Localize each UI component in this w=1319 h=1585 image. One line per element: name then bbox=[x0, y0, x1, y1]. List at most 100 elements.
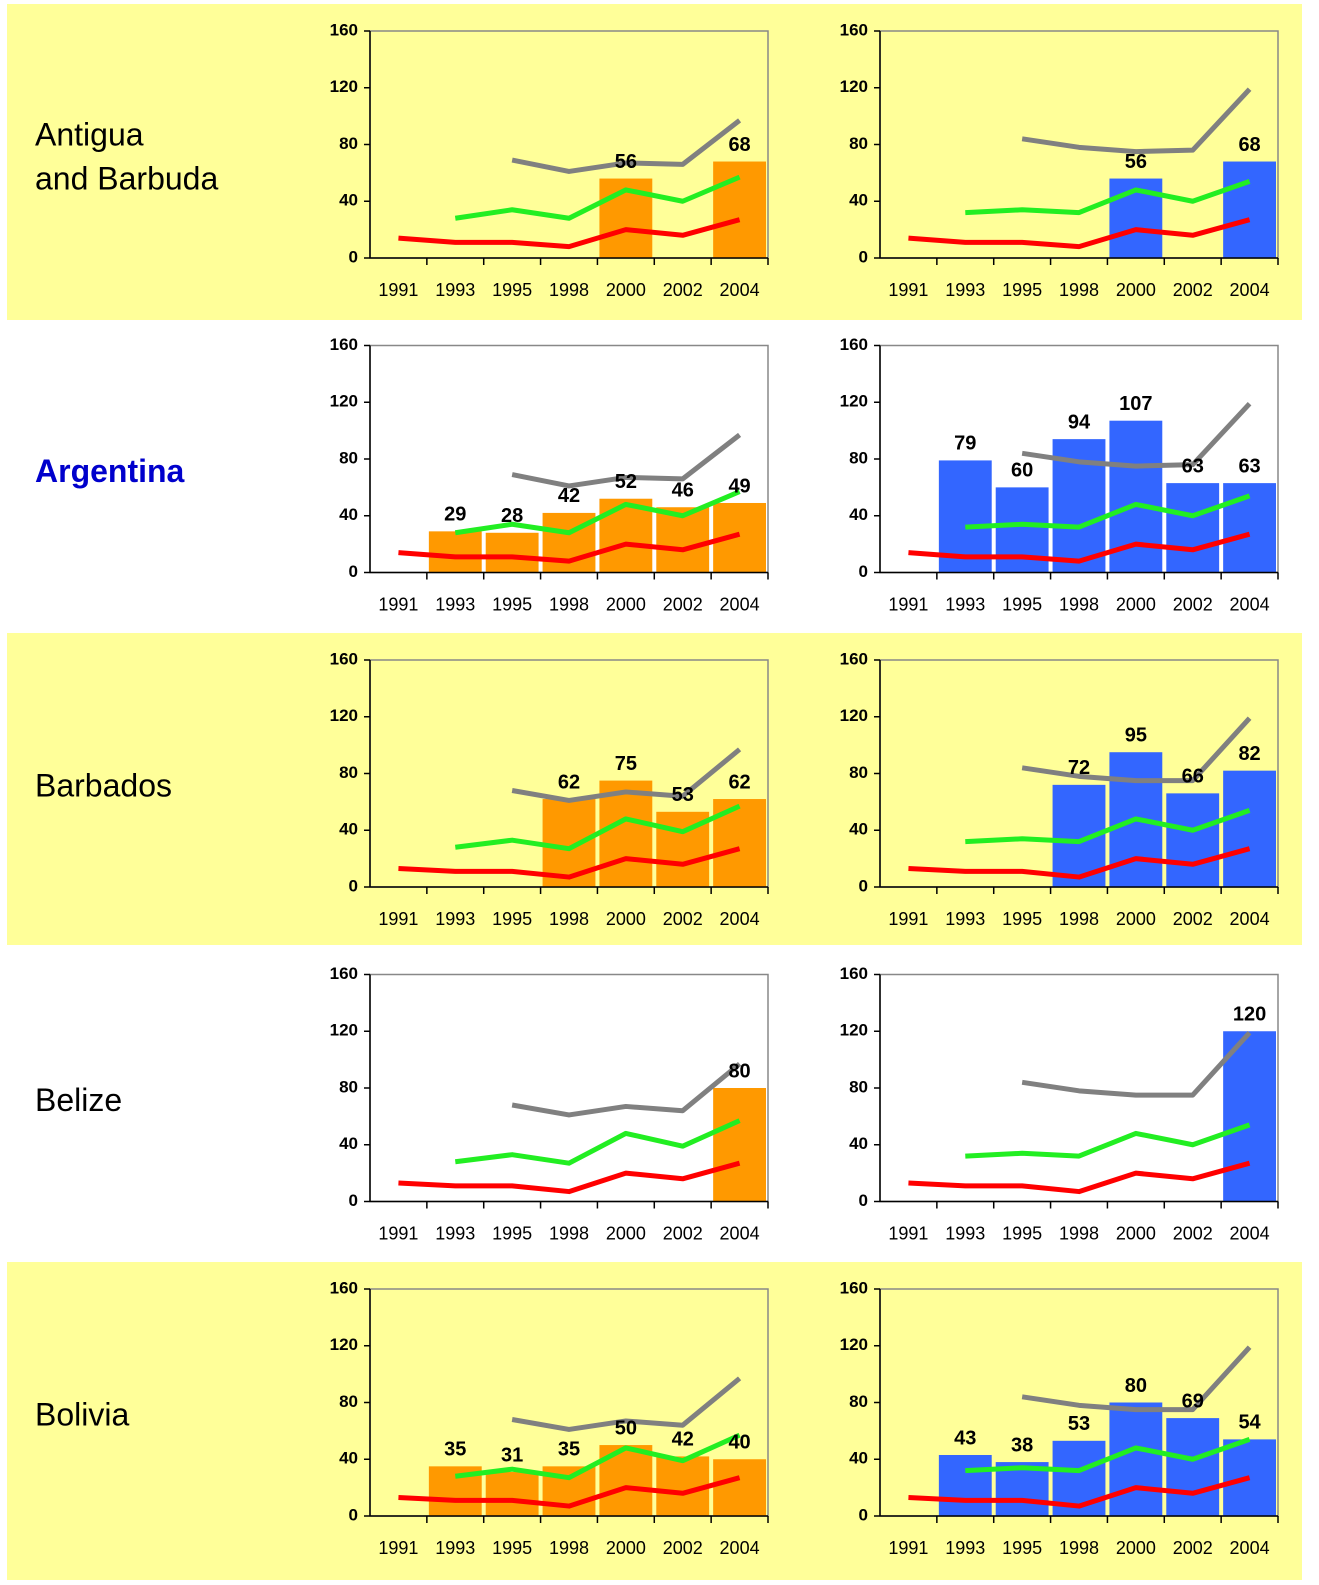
y-tick-label: 40 bbox=[339, 1449, 358, 1468]
x-tick-label: 1993 bbox=[945, 280, 985, 300]
bar bbox=[1223, 1031, 1276, 1202]
data-label: 63 bbox=[1238, 455, 1260, 477]
x-tick-label: 1993 bbox=[435, 280, 475, 300]
country-label: Antigua bbox=[35, 116, 144, 152]
x-tick-label: 2004 bbox=[1230, 1538, 1270, 1558]
x-tick-label: 1993 bbox=[945, 1223, 985, 1243]
y-tick-label: 120 bbox=[330, 706, 358, 725]
data-label: 68 bbox=[1238, 134, 1260, 156]
y-tick-label: 80 bbox=[339, 1077, 358, 1096]
x-tick-label: 1991 bbox=[378, 280, 418, 300]
y-tick-label: 120 bbox=[840, 1335, 868, 1354]
x-tick-label: 1998 bbox=[1059, 594, 1099, 614]
y-tick-label: 80 bbox=[849, 448, 868, 467]
data-label: 31 bbox=[501, 1444, 523, 1466]
y-tick-label: 0 bbox=[859, 562, 868, 581]
bar bbox=[713, 1459, 766, 1516]
y-tick-label: 120 bbox=[840, 392, 868, 411]
line-series bbox=[908, 846, 1251, 880]
y-tick-label: 120 bbox=[330, 1335, 358, 1354]
country-label: Bolivia bbox=[35, 1396, 129, 1432]
row-background bbox=[7, 633, 1302, 945]
x-tick-label: 2000 bbox=[1116, 1223, 1156, 1243]
country-label: Barbados bbox=[35, 767, 172, 803]
line-series bbox=[511, 747, 742, 803]
y-tick-label: 120 bbox=[330, 392, 358, 411]
bar bbox=[1166, 483, 1220, 573]
y-tick-label: 40 bbox=[849, 1134, 868, 1153]
x-tick-label: 1991 bbox=[888, 1223, 928, 1243]
x-tick-label: 2002 bbox=[1173, 909, 1213, 929]
y-tick-label: 40 bbox=[849, 1449, 868, 1468]
y-tick-label: 80 bbox=[849, 134, 868, 153]
data-label: 72 bbox=[1068, 757, 1090, 779]
y-tick-label: 80 bbox=[339, 1392, 358, 1411]
data-label: 53 bbox=[672, 784, 694, 806]
y-tick-label: 40 bbox=[339, 1134, 358, 1153]
x-tick-label: 1998 bbox=[1059, 909, 1099, 929]
y-tick-label: 0 bbox=[349, 876, 358, 895]
line-series bbox=[454, 1432, 741, 1481]
x-tick-label: 2000 bbox=[606, 594, 646, 614]
x-tick-label: 1998 bbox=[549, 1538, 589, 1558]
x-tick-label: 1995 bbox=[492, 909, 532, 929]
x-tick-label: 2004 bbox=[1230, 1223, 1270, 1243]
data-label: 75 bbox=[615, 753, 637, 775]
x-tick-label: 1991 bbox=[378, 1538, 418, 1558]
line-series bbox=[398, 531, 741, 564]
bar bbox=[1223, 770, 1276, 887]
bar bbox=[599, 780, 653, 887]
x-tick-label: 1993 bbox=[435, 1538, 475, 1558]
x-tick-label: 2004 bbox=[720, 1223, 760, 1243]
line-series bbox=[511, 432, 742, 489]
y-tick-label: 80 bbox=[849, 763, 868, 782]
line-series bbox=[454, 1118, 741, 1166]
x-tick-label: 2000 bbox=[1116, 594, 1156, 614]
bar bbox=[713, 1088, 766, 1202]
x-tick-label: 2004 bbox=[1230, 280, 1270, 300]
data-label: 54 bbox=[1238, 1412, 1261, 1434]
x-tick-label: 1998 bbox=[549, 280, 589, 300]
x-tick-label: 2004 bbox=[720, 1538, 760, 1558]
line-series bbox=[1021, 401, 1252, 469]
x-tick-label: 1991 bbox=[888, 1538, 928, 1558]
x-tick-label: 1998 bbox=[1059, 1223, 1099, 1243]
data-label: 28 bbox=[501, 505, 523, 527]
line-series bbox=[908, 1160, 1251, 1195]
data-label: 35 bbox=[558, 1439, 580, 1461]
x-tick-label: 1993 bbox=[945, 1538, 985, 1558]
data-label: 56 bbox=[1125, 151, 1147, 173]
data-label: 62 bbox=[558, 771, 580, 793]
y-tick-label: 160 bbox=[330, 20, 358, 39]
y-tick-label: 160 bbox=[330, 335, 358, 354]
x-tick-label: 2000 bbox=[606, 909, 646, 929]
data-label: 107 bbox=[1119, 393, 1152, 415]
line-series bbox=[398, 217, 741, 250]
y-tick-label: 0 bbox=[859, 876, 868, 895]
data-label: 43 bbox=[954, 1427, 976, 1449]
bar bbox=[428, 531, 482, 573]
x-tick-label: 1993 bbox=[435, 1223, 475, 1243]
line-series bbox=[398, 1475, 741, 1509]
y-tick-label: 0 bbox=[349, 1505, 358, 1524]
y-tick-label: 160 bbox=[840, 1278, 868, 1297]
x-tick-label: 1995 bbox=[1002, 594, 1042, 614]
y-tick-label: 80 bbox=[339, 134, 358, 153]
x-tick-label: 1995 bbox=[1002, 1223, 1042, 1243]
line-series bbox=[965, 493, 1251, 530]
line-series bbox=[398, 1160, 741, 1195]
country-label: Belize bbox=[35, 1082, 122, 1118]
line-series bbox=[965, 179, 1251, 216]
x-tick-label: 2000 bbox=[1116, 280, 1156, 300]
y-tick-label: 160 bbox=[330, 964, 358, 983]
y-tick-label: 40 bbox=[849, 820, 868, 839]
data-label: 66 bbox=[1182, 766, 1204, 788]
x-tick-label: 1998 bbox=[549, 594, 589, 614]
data-label: 52 bbox=[615, 471, 637, 493]
data-label: 56 bbox=[615, 151, 637, 173]
x-tick-label: 1995 bbox=[1002, 1538, 1042, 1558]
y-tick-label: 120 bbox=[840, 1021, 868, 1040]
line-series bbox=[454, 174, 741, 221]
x-tick-label: 2002 bbox=[663, 1223, 703, 1243]
